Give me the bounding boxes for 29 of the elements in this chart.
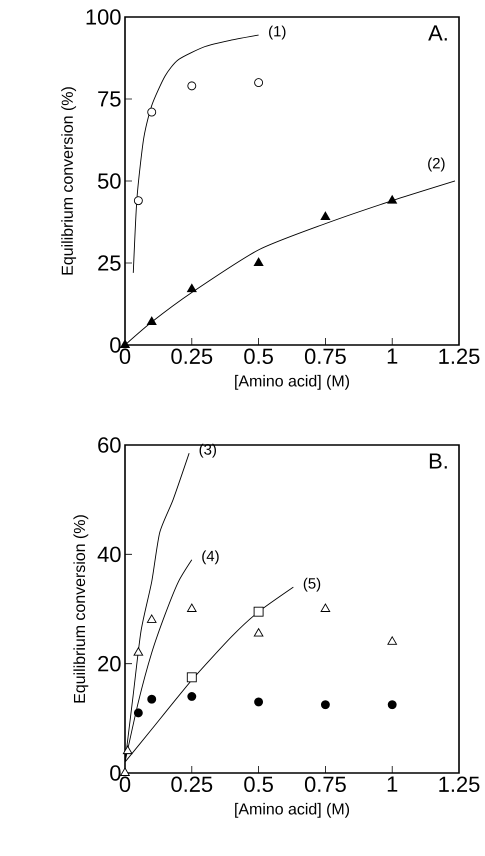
x-axis-title: [Amino acid] (M) — [235, 374, 350, 390]
y-tick-label: 40 — [98, 546, 121, 562]
x-axis-title: [Amino acid] (M) — [235, 802, 350, 818]
x-tick-label: 0.25 — [171, 776, 212, 792]
y-tick-label: 50 — [98, 173, 121, 189]
x-tick-label: 0.25 — [171, 348, 212, 364]
y-tick-label: 60 — [98, 437, 121, 453]
y-axis-title: Equilibrium conversion (%) — [61, 87, 76, 274]
x-tick-label: 0.75 — [304, 348, 346, 364]
series-label: (4) — [202, 550, 219, 564]
x-tick-label: 0.75 — [304, 776, 346, 792]
x-tick-label: 1.25 — [439, 348, 480, 364]
y-tick-label: 25 — [98, 255, 121, 271]
x-tick-label: 1 — [388, 776, 398, 792]
annotation: B. — [430, 453, 447, 469]
y-axis-title: Equilibrium conversion (%) — [73, 515, 88, 702]
y-tick-label: 100 — [86, 9, 121, 25]
y-tick-label: 0 — [110, 337, 121, 353]
series-label: (1) — [269, 26, 286, 40]
x-tick-label: 0.5 — [244, 776, 273, 792]
y-tick-label: 20 — [98, 656, 121, 672]
annotation: A. — [428, 25, 447, 41]
series-label: (5) — [304, 578, 320, 592]
x-tick-label: 0.5 — [244, 348, 273, 364]
x-tick-label: 1 — [388, 348, 398, 364]
y-tick-label: 0 — [110, 765, 121, 781]
x-tick-label: 1.25 — [439, 776, 480, 792]
y-tick-label: 75 — [98, 91, 121, 107]
series-label: (2) — [428, 158, 445, 172]
